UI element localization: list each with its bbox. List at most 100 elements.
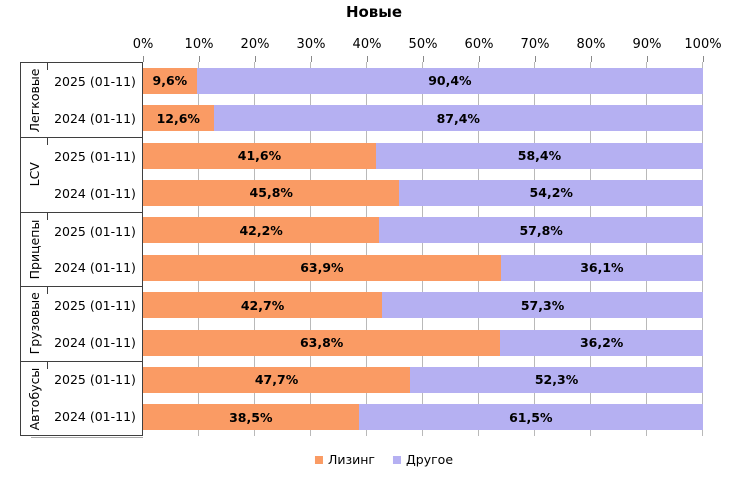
bar-row: 9,6% 90,4%: [143, 67, 703, 94]
bar-segment-other: 87,4%: [213, 105, 703, 132]
x-tick-label: 50%: [408, 37, 438, 52]
bar-row: 42,7% 57,3%: [143, 292, 703, 319]
legend-swatch-leasing: [314, 455, 323, 464]
category-group: Легковые 2025 (01-11) 2024 (01-11): [21, 62, 142, 137]
bar-segment-leasing: 42,7%: [143, 292, 383, 319]
period-label: 2024 (01-11): [54, 185, 136, 201]
bar-segment-other: 58,4%: [375, 142, 703, 169]
bar-segment-leasing: 42,2%: [143, 217, 380, 244]
bar-row: 45,8% 54,2%: [143, 179, 703, 206]
bar-label-other: 57,3%: [520, 297, 565, 313]
bar-label-other: 36,1%: [580, 260, 624, 276]
category-axis-tick: [47, 62, 48, 70]
bar-segment-leasing: 12,6%: [143, 105, 214, 132]
x-tick-label: 30%: [296, 37, 326, 52]
x-tick-label: 80%: [576, 37, 606, 52]
category-group-label: Автобусы: [27, 366, 42, 430]
bar-label-leasing: 41,6%: [237, 148, 282, 163]
x-tick-mark: [143, 56, 144, 62]
period-label: 2025 (01-11): [54, 223, 136, 239]
bar-label-other: 57,8%: [519, 222, 563, 238]
period-label: 2024 (01-11): [54, 111, 136, 127]
x-tick-label: 10%: [184, 37, 214, 52]
category-group-label: Прицепы: [27, 219, 42, 280]
gridline: [646, 62, 647, 436]
bar-row: 63,9% 36,1%: [143, 254, 703, 281]
bar-label-leasing: 9,6%: [152, 73, 188, 89]
bar-segment-leasing: 41,6%: [143, 142, 376, 169]
bar-segment-leasing: 38,5%: [143, 404, 359, 431]
gridline: [254, 62, 255, 436]
category-axis-tick: [47, 137, 48, 146]
bar-label-other: 36,2%: [579, 335, 624, 350]
gridline: [366, 62, 367, 436]
category-group-label: LCV: [27, 162, 42, 188]
bar-label-leasing: 42,2%: [239, 222, 283, 238]
bar-segment-other: 57,8%: [379, 217, 703, 244]
category-axis-tick: [47, 211, 48, 220]
x-tick-label: 40%: [352, 37, 382, 52]
bar-label-other: 58,4%: [517, 148, 562, 163]
legend-item-leasing: Лизинг: [314, 452, 376, 467]
chart-title: Новые: [345, 3, 403, 21]
legend-item-other: Другое: [393, 452, 453, 467]
bar-label-leasing: 45,8%: [249, 185, 293, 201]
x-tick-label: 90%: [632, 37, 662, 52]
bar-row: 38,5% 61,5%: [143, 404, 703, 431]
bar-segment-other: 36,1%: [500, 254, 703, 281]
legend-label: Другое: [406, 452, 454, 467]
bar-label-other: 52,3%: [534, 372, 579, 388]
period-label: 2024 (01-11): [54, 409, 136, 425]
category-group: Грузовые 2025 (01-11) 2024 (01-11): [21, 286, 142, 360]
category-periods: 2025 (01-11) 2024 (01-11): [48, 287, 142, 360]
bar-segment-other: 36,2%: [500, 329, 703, 356]
legend-swatch-other: [393, 455, 402, 464]
x-tick-mark: [255, 56, 256, 62]
x-tick-mark: [311, 56, 312, 62]
bar-segment-leasing: 9,6%: [143, 67, 197, 94]
bar-row: 63,8% 36,2%: [143, 329, 703, 356]
x-tick-mark: [591, 56, 592, 62]
legend-label: Лизинг: [327, 452, 376, 467]
bar-row: 12,6% 87,4%: [143, 105, 703, 132]
x-tick-mark: [367, 56, 368, 62]
bar-label-leasing: 38,5%: [229, 409, 273, 425]
period-label: 2025 (01-11): [54, 372, 136, 388]
bar-label-leasing: 42,7%: [240, 297, 285, 313]
x-tick-label: 20%: [240, 37, 270, 52]
category-axis-tick: [47, 360, 48, 369]
gridline: [702, 62, 703, 436]
category-group: Прицепы 2025 (01-11) 2024 (01-11): [21, 211, 142, 286]
gridline: [478, 62, 479, 436]
category-group: LCV 2025 (01-11) 2024 (01-11): [21, 137, 142, 211]
bar-segment-other: 54,2%: [399, 179, 703, 206]
bar-label-other: 61,5%: [509, 409, 553, 425]
x-tick-label: 70%: [520, 37, 550, 52]
bar-segment-other: 57,3%: [382, 292, 703, 319]
x-tick-label: 100%: [684, 37, 722, 52]
plot-area: 9,6% 90,4% 12,6% 87,4% 41,6% 58,4% 45,8% 54,2% 4…: [143, 62, 703, 436]
gridline: [198, 62, 199, 436]
bar-label-leasing: 63,9%: [300, 260, 344, 276]
category-group-label: Легковые: [27, 68, 42, 133]
bar-label-other: 90,4%: [428, 73, 472, 89]
bar-segment-leasing: 63,9%: [143, 254, 501, 281]
bar-row: 42,2% 57,8%: [143, 217, 703, 244]
gridline: [534, 62, 535, 436]
category-axis-tick: [47, 286, 48, 295]
category-axis-shadow: [31, 437, 143, 438]
bar-label-leasing: 63,8%: [299, 335, 344, 350]
gridline: [310, 62, 311, 436]
bar-label-leasing: 12,6%: [156, 110, 200, 126]
bar-label-other: 54,2%: [529, 185, 573, 201]
x-tick-mark: [199, 56, 200, 62]
x-tick-mark: [647, 56, 648, 62]
legend: Лизинг Другое: [314, 452, 453, 467]
bar-row: 41,6% 58,4%: [143, 142, 703, 169]
period-label: 2024 (01-11): [54, 260, 136, 276]
period-label: 2025 (01-11): [54, 298, 136, 314]
bar-segment-leasing: 47,7%: [143, 366, 411, 393]
bar-segment-other: 61,5%: [358, 404, 703, 431]
category-periods: 2025 (01-11) 2024 (01-11): [48, 63, 142, 137]
bar-segment-leasing: 63,8%: [143, 329, 501, 356]
